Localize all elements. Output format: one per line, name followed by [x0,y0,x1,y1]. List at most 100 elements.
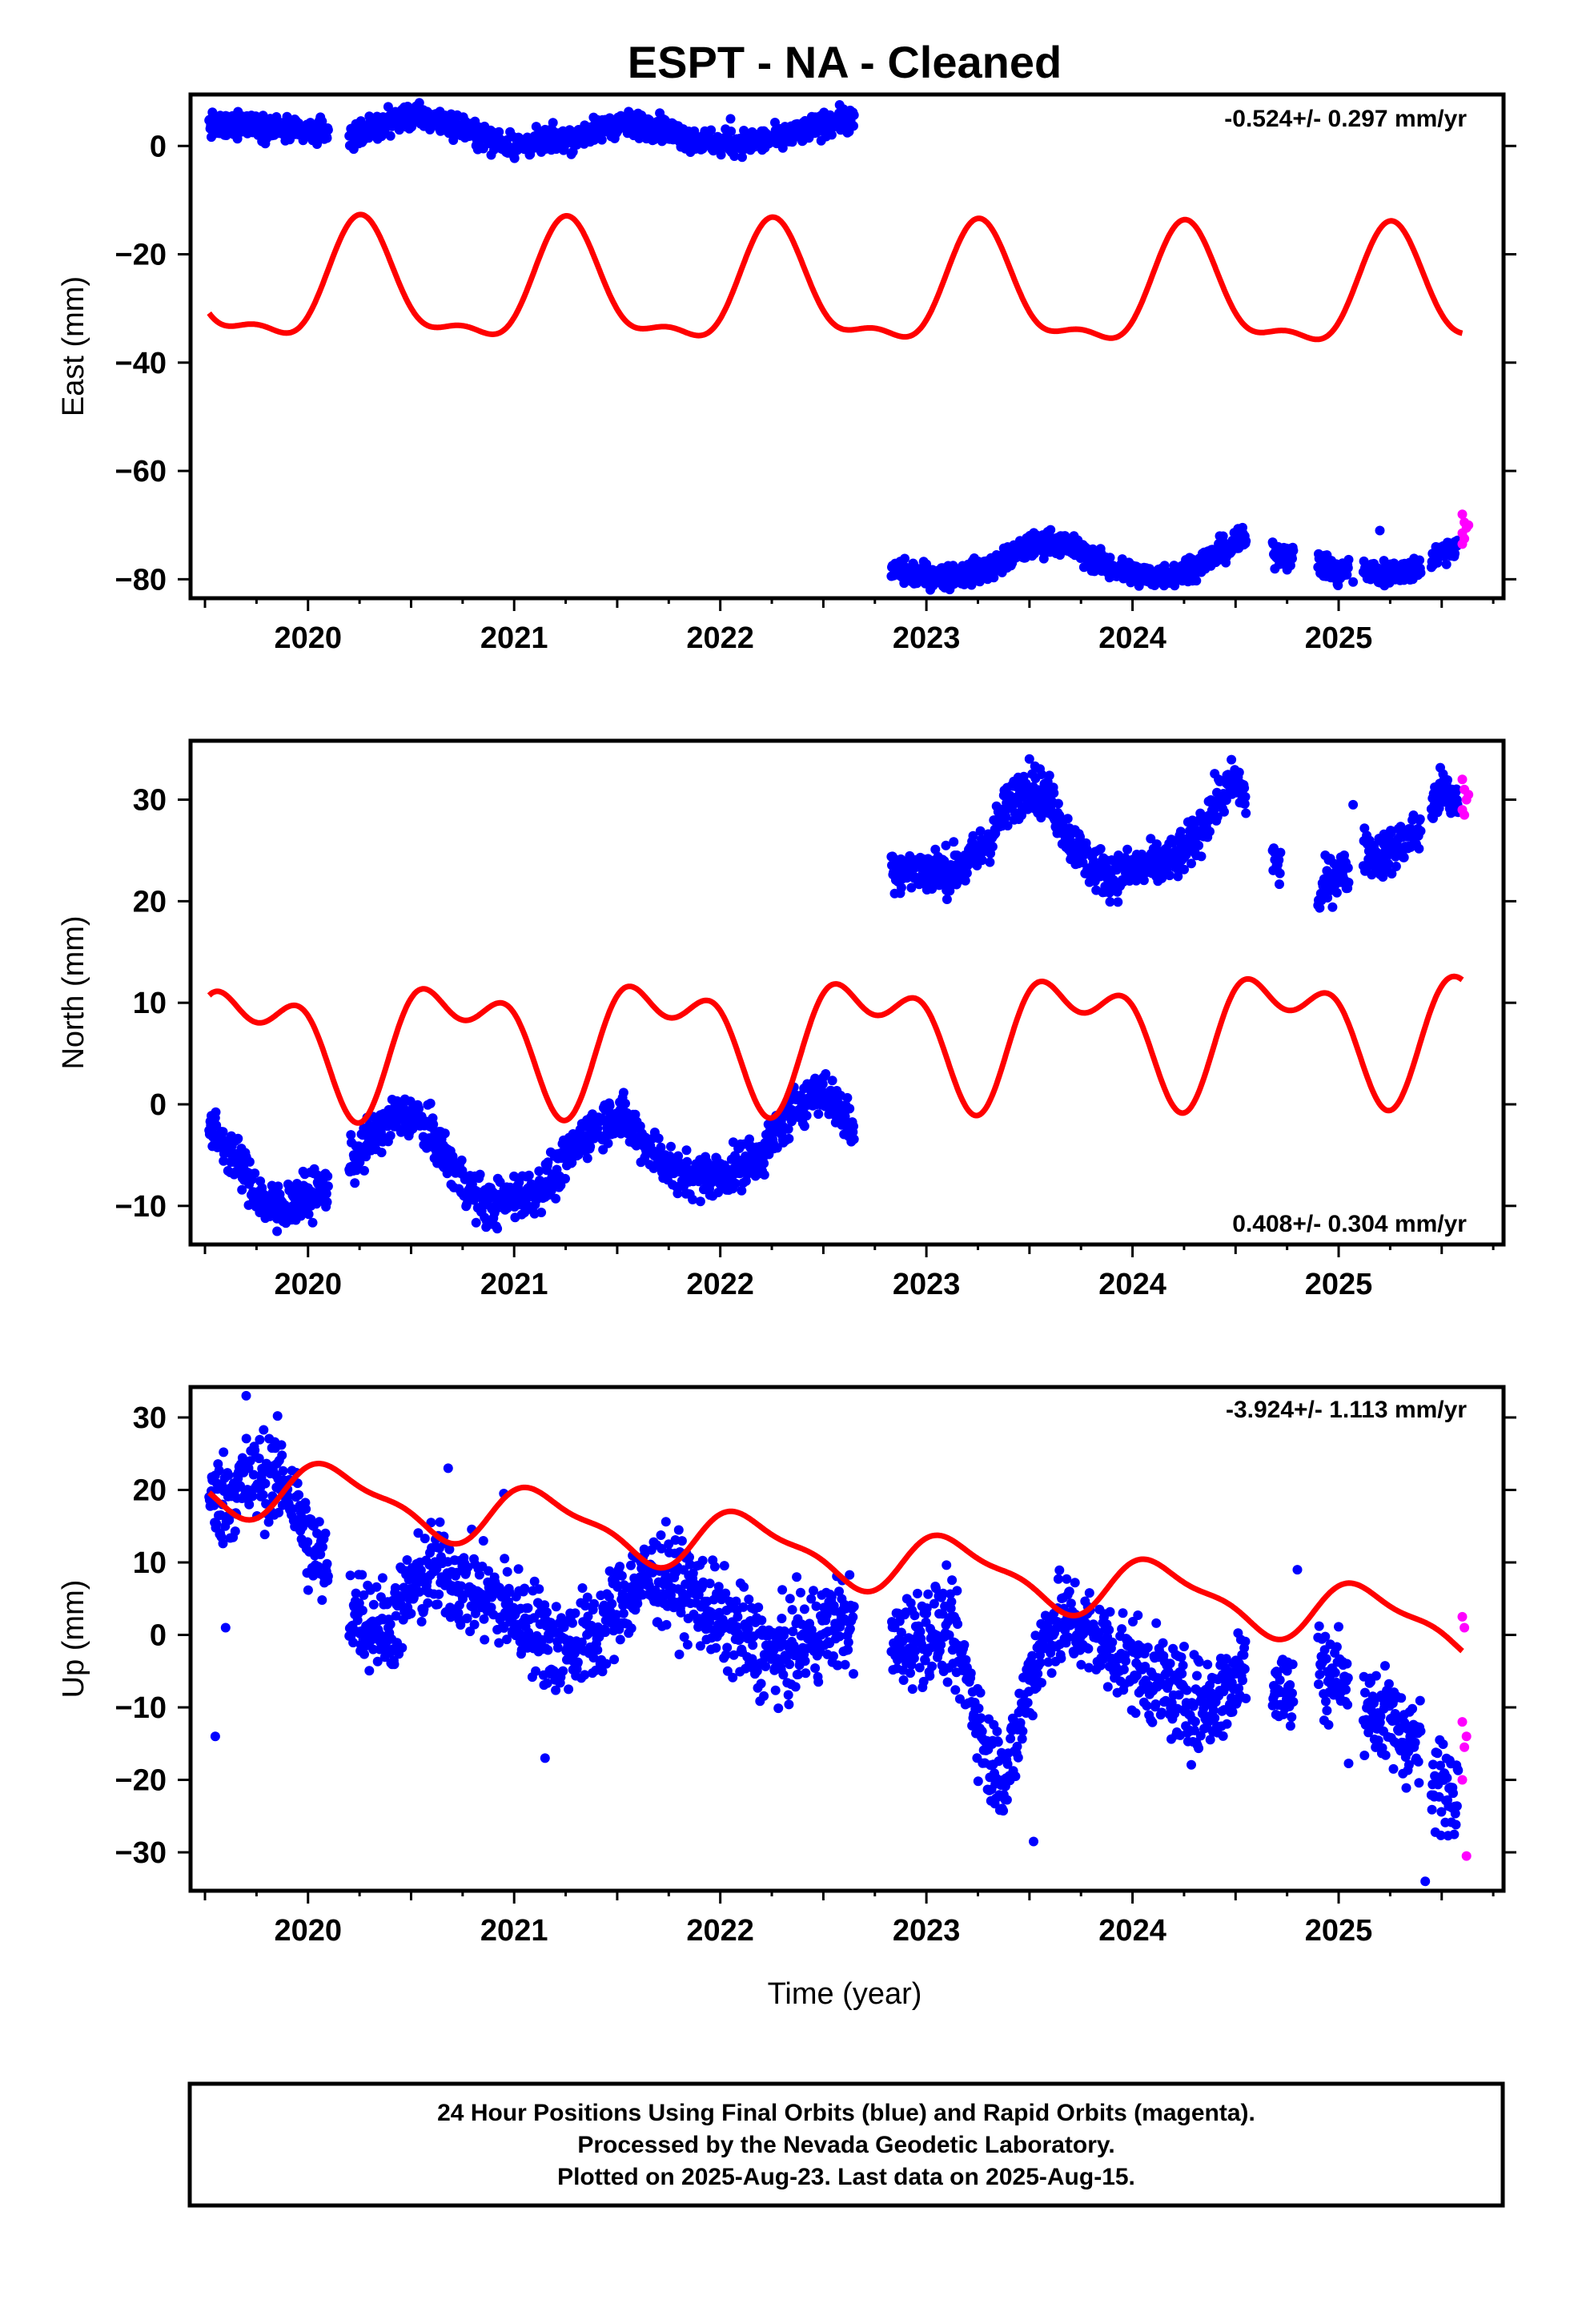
east-final-point [322,133,332,143]
north-final-point [620,1099,630,1108]
north-final-point [244,1156,255,1167]
north-final-point [1415,814,1425,824]
north-final-point [233,1133,243,1144]
north-final-point [307,1217,318,1228]
north-x-tick-label: 2023 [893,1268,961,1301]
up-final-point [709,1562,720,1572]
north-final-point [273,1181,283,1192]
up-final-point [435,1517,445,1527]
north-final-point [1391,861,1401,871]
north-final-point [603,1138,613,1148]
north-final-point [801,1111,812,1121]
up-final-point [534,1584,544,1594]
up-final-point [661,1517,671,1527]
north-rapid-point [1464,790,1474,800]
north-final-point [987,842,998,852]
north-x-tick-label: 2021 [480,1268,548,1301]
north-y-tick-label: −10 [115,1190,167,1224]
east-final-point [414,98,424,108]
up-final-point [570,1608,580,1618]
north-final-point [385,1131,396,1140]
east-final-point [1288,545,1299,556]
north-rapid-point [1460,810,1470,820]
up-final-point [434,1589,444,1599]
up-final-point [577,1583,588,1593]
east-final-point [716,150,726,160]
north-final-point [1113,897,1123,907]
east-final-point [1191,576,1202,586]
east-final-point [323,125,333,135]
north-final-point [1194,840,1204,850]
north-final-point [1414,843,1424,854]
east-final-point [494,127,504,137]
north-final-point [653,1133,664,1144]
east-final-point [385,131,396,141]
up-final-point [656,1530,666,1540]
up-final-point [377,1573,387,1583]
north-final-point [1331,887,1342,898]
north-y-tick-label: 20 [133,885,167,919]
north-final-point [1062,814,1073,824]
north-final-point [1275,879,1284,890]
up-final-point [317,1595,327,1605]
up-final-point [406,1608,416,1618]
up-final-point [542,1607,552,1618]
north-final-point [1443,775,1452,785]
north-x-axis: 2020 2021 2022 2023 2024 2025 [203,1244,1495,1301]
up-final-point [502,1566,512,1577]
north-final-point [323,1181,333,1192]
up-final-point [568,1618,577,1628]
north-final-point [1164,870,1174,881]
east-final-point [1343,554,1354,565]
up-final-point [543,1645,553,1655]
up-final-point [416,1617,427,1626]
east-panel: 2020 2021 2022 2023 2024 20250−20−40−60−80Eas… [57,92,1516,655]
east-final-point [568,147,578,157]
north-x-tick-label: 2022 [686,1268,754,1301]
up-final-point [258,1490,268,1500]
up-final-point [558,1666,568,1676]
east-final-point [1375,525,1385,536]
north-final-point [475,1169,485,1180]
up-final-point [318,1542,327,1552]
east-final-point [1046,525,1056,535]
up-final-point [389,1659,400,1670]
up-final-point [259,1530,270,1540]
north-final-point [759,1170,769,1180]
up-final-point [480,1634,490,1645]
north-final-point [681,1145,692,1156]
north-final-point [456,1155,467,1165]
up-final-point [609,1655,620,1665]
up-final-point [255,1434,265,1445]
north-final-point [1049,788,1059,798]
east-final-point [383,102,393,112]
up-final-point [589,1598,600,1609]
east-x-tick-label: 2021 [480,621,548,655]
east-rapid-point [1457,509,1468,520]
east-x-tick-label: 2020 [274,621,342,655]
up-final-point [607,1598,617,1609]
north-final-point [827,1076,837,1086]
east-final-point [1038,553,1049,564]
up-final-point [357,1570,367,1580]
north-y-tick-label: 30 [133,784,167,818]
north-final-point [1001,812,1011,822]
up-final-point [259,1425,269,1435]
east-final-point [509,153,520,163]
east-frame [188,92,1506,601]
east-y-axis: 0−20−40−60−80 [115,130,1516,597]
north-final-point [1239,783,1250,793]
north-final-point [1348,799,1359,810]
up-final-point [323,1571,333,1582]
up-final-point [211,1518,222,1529]
north-x-tick-label: 2024 [1098,1268,1166,1301]
east-x-axis: 2020 2021 2022 2023 2024 2025 [203,598,1495,655]
up-final-point [478,1536,488,1546]
up-final-point [322,1558,332,1569]
east-final-point [725,114,736,124]
up-final-point [223,1470,234,1481]
north-final-point [376,1148,387,1158]
north-final-point [1327,902,1338,912]
north-final-point [1240,792,1251,802]
north-final-point [949,837,959,847]
